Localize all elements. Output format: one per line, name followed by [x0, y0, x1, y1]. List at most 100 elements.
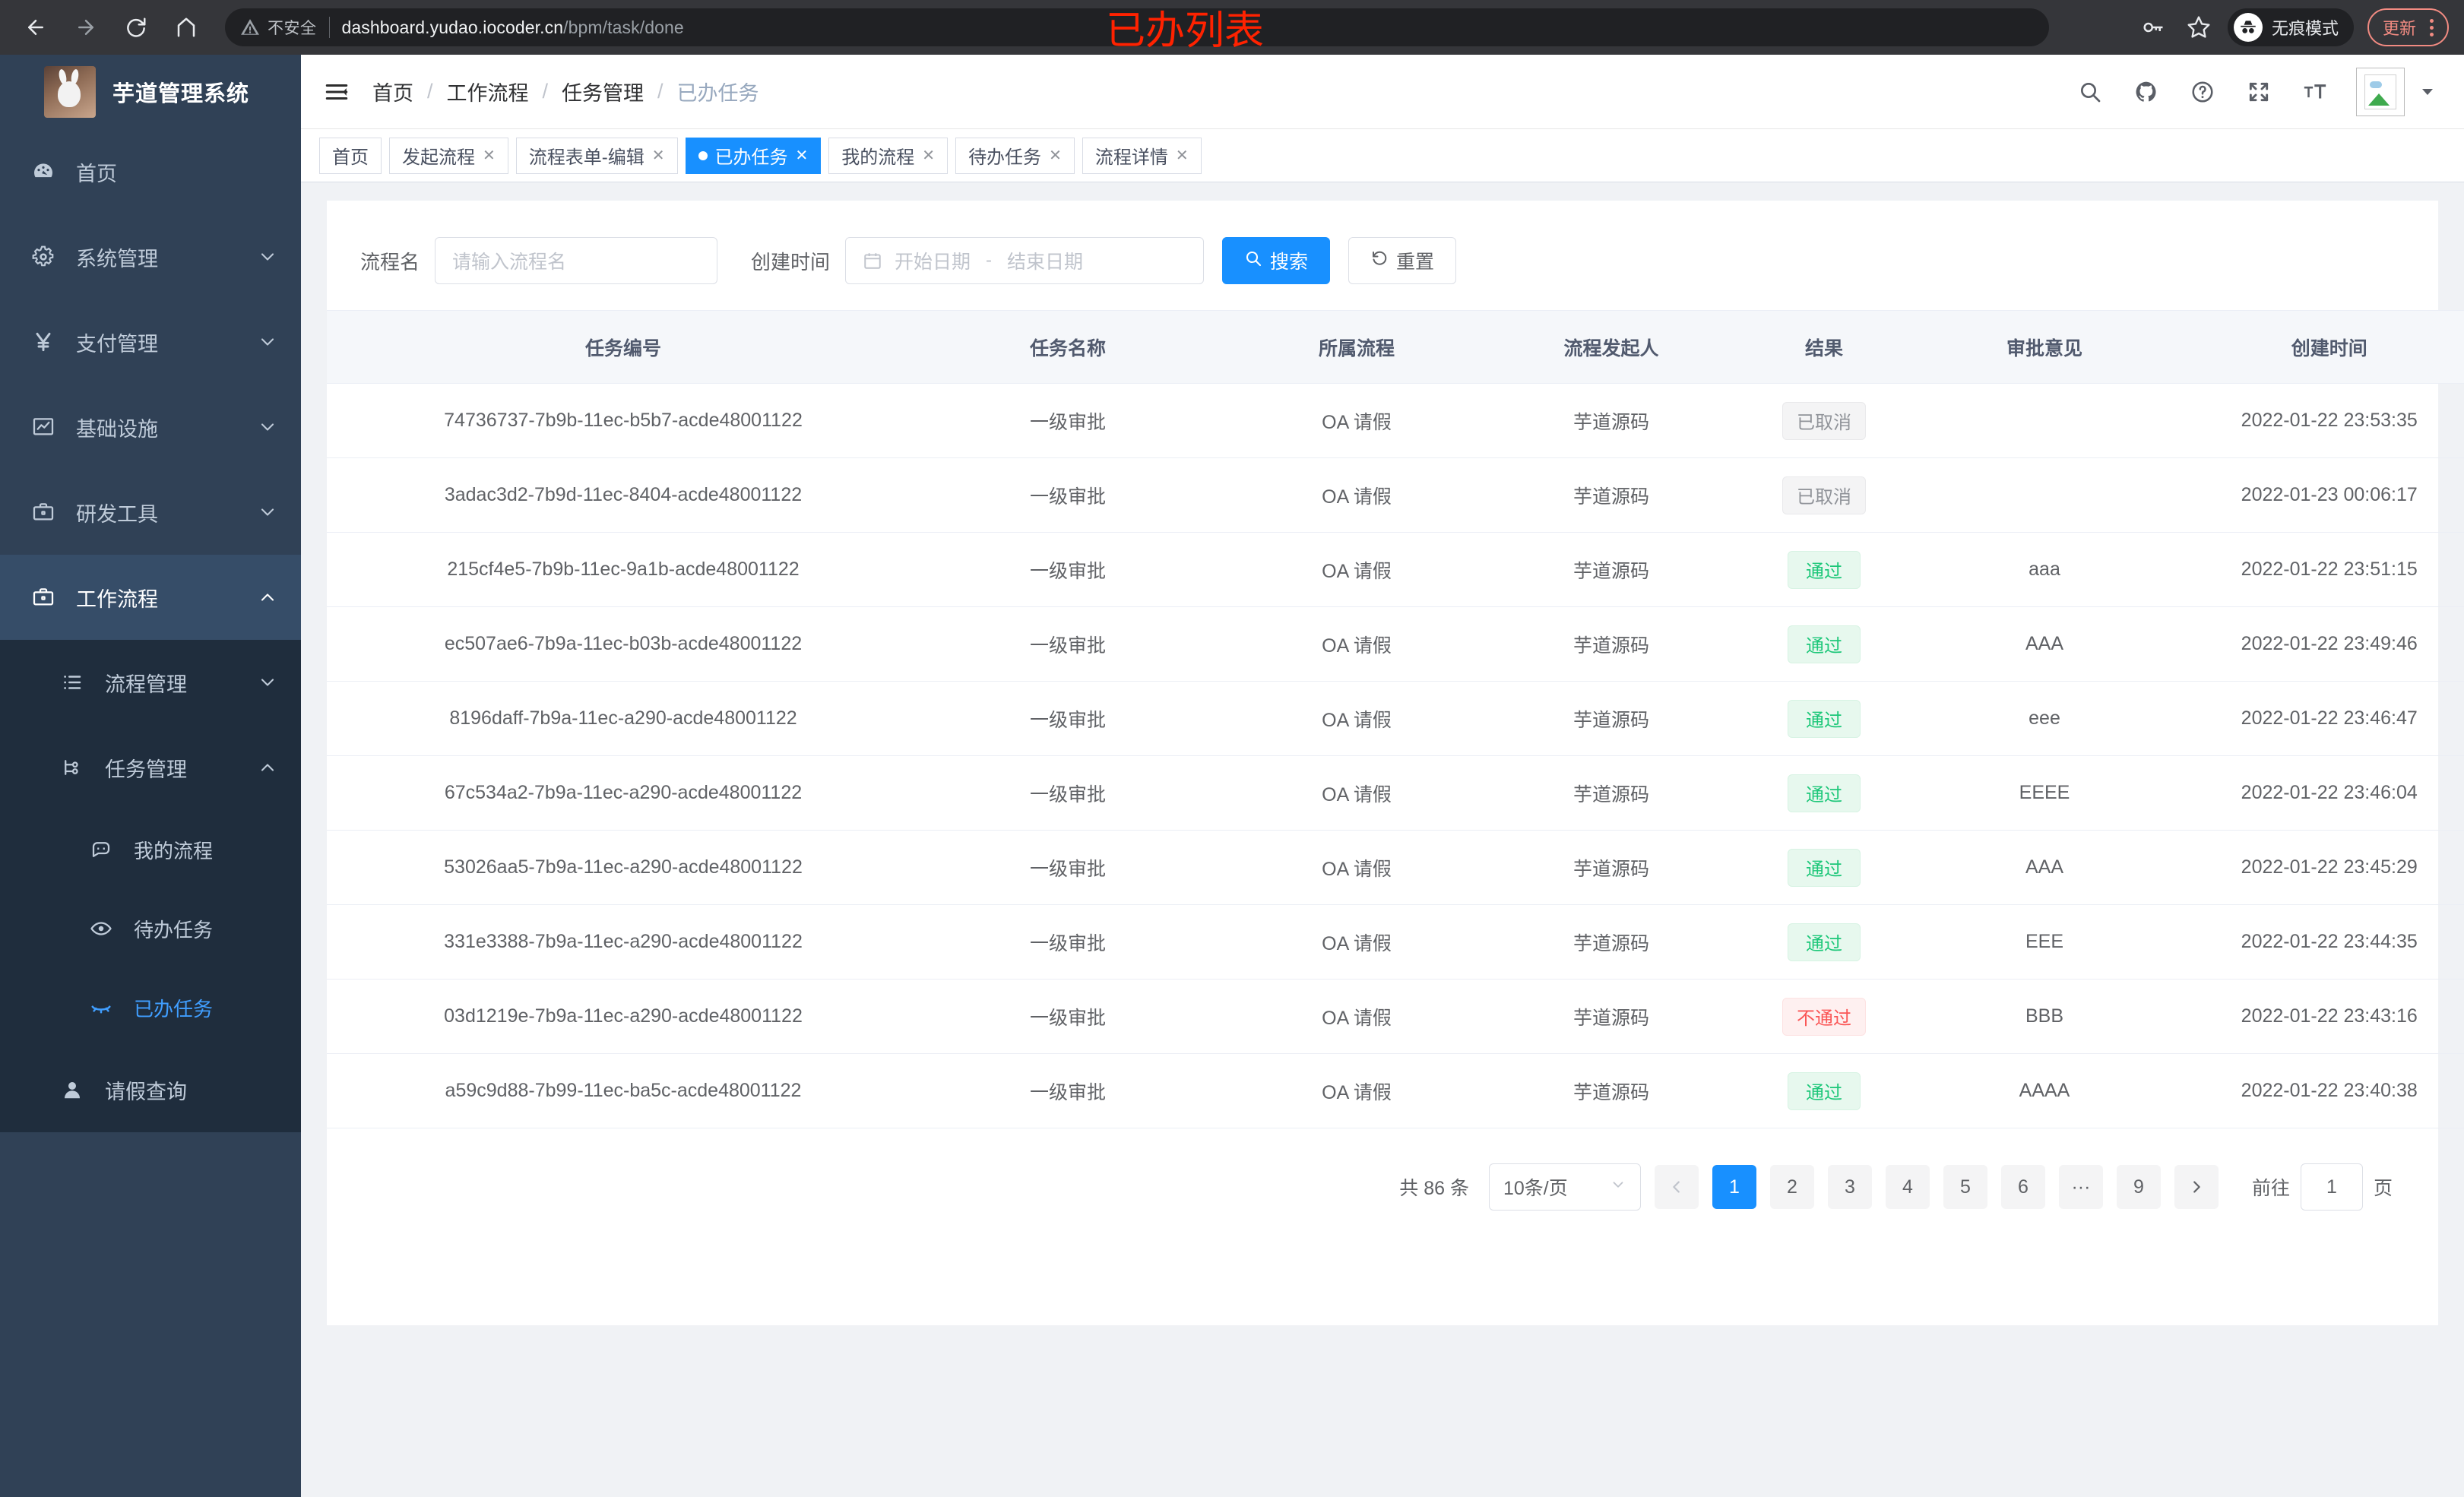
cell-created-time: 2022-01-22 23:45:29: [2166, 830, 2464, 905]
chevron-right-icon: [2193, 1181, 2200, 1193]
update-button[interactable]: 更新: [2367, 8, 2449, 46]
process-name-placeholder: 请输入流程名: [452, 252, 567, 273]
sidebar-item-done-task[interactable]: 已办任务: [0, 968, 301, 1047]
search-icon[interactable]: [2075, 77, 2105, 107]
yuan-icon: [27, 330, 59, 354]
sidebar-item-label: 首页: [76, 162, 117, 185]
pagination-page-5[interactable]: 5: [1943, 1165, 1987, 1209]
tab-close-icon[interactable]: ✕: [483, 147, 496, 164]
pagination-prev-button[interactable]: [1654, 1165, 1699, 1209]
tab-my-process[interactable]: 我的流程 ✕: [828, 137, 949, 174]
cell-created-time: 2022-01-22 23:49:46: [2166, 606, 2464, 682]
help-icon[interactable]: [2187, 77, 2218, 107]
cell-initiator: 芋道源码: [1497, 830, 1725, 905]
search-button[interactable]: 搜索: [1222, 237, 1331, 284]
cell-task-id: a59c9d88-7b99-11ec-ba5c-acde48001122: [327, 1053, 920, 1128]
breadcrumb-item-done-task: 已办任务: [676, 82, 759, 105]
cell-result: 通过: [1725, 1053, 1923, 1128]
user-icon: [56, 1078, 88, 1101]
forward-button[interactable]: [64, 5, 108, 49]
pagination-next-button[interactable]: [2174, 1165, 2219, 1209]
cell-process: OA 请假: [1216, 606, 1497, 682]
pagination-page-4[interactable]: 4: [1885, 1165, 1930, 1209]
pagination-page-9[interactable]: 9: [2116, 1165, 2161, 1209]
sidebar-item-process-management[interactable]: 流程管理: [0, 640, 301, 725]
eye-closed-icon: [85, 996, 117, 1019]
breadcrumb-item-task-management[interactable]: 任务管理: [562, 82, 645, 105]
sidebar-item-todo-task[interactable]: 待办任务: [0, 889, 301, 968]
tab-todo-task[interactable]: 待办任务 ✕: [955, 137, 1075, 174]
goto-page-input[interactable]: 1: [2300, 1163, 2363, 1211]
sidebar-item-leave-query[interactable]: 请假查询: [0, 1047, 301, 1132]
column-header-created-time: 创建时间: [2166, 310, 2464, 384]
breadcrumb-item-home[interactable]: 首页: [372, 82, 413, 105]
address-bar[interactable]: 不安全 dashboard.yudao.iocoder.cn/bpm/task/…: [225, 8, 2049, 46]
tab-process-detail[interactable]: 流程详情 ✕: [1082, 137, 1202, 174]
tab-label: 首页: [332, 147, 369, 168]
pagination-page-2[interactable]: 2: [1769, 1165, 1814, 1209]
pagination-page-1[interactable]: 1: [1712, 1165, 1756, 1209]
sidebar-item-payment[interactable]: 支付管理: [0, 299, 301, 385]
breadcrumb-separator: /: [542, 80, 549, 103]
tab-close-icon[interactable]: ✕: [1049, 147, 1062, 164]
sidebar-item-workflow[interactable]: 工作流程: [0, 555, 301, 640]
tab-close-icon[interactable]: ✕: [795, 147, 809, 164]
tab-close-icon[interactable]: ✕: [651, 147, 665, 164]
page-size-select[interactable]: 10条/页: [1488, 1163, 1641, 1211]
reset-button[interactable]: 重置: [1348, 237, 1457, 284]
font-size-icon[interactable]: [2300, 77, 2330, 107]
sidebar-item-home[interactable]: 首页: [0, 129, 301, 214]
tab-done-task[interactable]: 已办任务 ✕: [685, 137, 822, 174]
sidebar-item-task-management[interactable]: 任务管理: [0, 725, 301, 810]
column-header-comment: 审批意见: [1923, 310, 2166, 384]
table-header: 任务编号 任务名称 所属流程 流程发起人 结果 审批意见 创建时间 操作: [327, 310, 2464, 384]
pagination-page-6[interactable]: 6: [2000, 1165, 2045, 1209]
tab-home[interactable]: 首页: [319, 137, 382, 174]
reload-button[interactable]: [114, 5, 158, 49]
done-task-table: 任务编号 任务名称 所属流程 流程发起人 结果 审批意见 创建时间 操作 747…: [327, 310, 2464, 1128]
brand[interactable]: 芋道管理系统: [0, 55, 301, 129]
table-row: 03d1219e-7b9a-11ec-a290-acde48001122 一级审批…: [327, 979, 2464, 1054]
sidebar-item-my-process[interactable]: 我的流程: [0, 810, 301, 889]
incognito-icon: [2233, 13, 2263, 42]
home-button[interactable]: [164, 5, 208, 49]
table-header-row: 任务编号 任务名称 所属流程 流程发起人 结果 审批意见 创建时间 操作: [327, 310, 2464, 384]
sidebar-item-system[interactable]: 系统管理: [0, 214, 301, 299]
back-button[interactable]: [14, 5, 58, 49]
process-name-input[interactable]: 请输入流程名: [435, 237, 718, 284]
briefcase-icon: [27, 500, 59, 524]
chevron-down-icon: [257, 416, 278, 438]
fullscreen-icon[interactable]: [2244, 77, 2274, 107]
bookmark-star-button[interactable]: [2177, 6, 2220, 49]
tab-process-form-edit[interactable]: 流程表单-编辑 ✕: [515, 137, 678, 174]
cell-task-id: 03d1219e-7b9a-11ec-a290-acde48001122: [327, 979, 920, 1054]
tab-close-icon[interactable]: ✕: [1175, 147, 1189, 164]
pagination-jumper: 前往 1 页: [2252, 1163, 2393, 1211]
pagination-page-3[interactable]: 3: [1827, 1165, 1872, 1209]
date-range-picker[interactable]: 开始日期 - 结束日期: [845, 237, 1205, 284]
incognito-indicator[interactable]: 无痕模式: [2227, 8, 2354, 46]
pagination-ellipsis[interactable]: ···: [2058, 1165, 2103, 1209]
chrome-menu-icon[interactable]: [2424, 18, 2440, 36]
cell-initiator: 芋道源码: [1497, 904, 1725, 980]
tab-close-icon[interactable]: ✕: [922, 147, 936, 164]
cell-task-name: 一级审批: [920, 606, 1216, 682]
chevron-down-icon[interactable]: [2418, 83, 2437, 101]
browser-nav-buttons: [0, 5, 208, 49]
hamburger-icon[interactable]: [301, 79, 369, 105]
avatar[interactable]: [2356, 67, 2405, 116]
sidebar-item-infrastructure[interactable]: 基础设施: [0, 385, 301, 470]
url-text: dashboard.yudao.iocoder.cn/bpm/task/done: [342, 17, 684, 38]
tab-start-process[interactable]: 发起流程 ✕: [389, 137, 508, 174]
goto-page-value: 1: [2326, 1176, 2337, 1198]
chevron-up-icon: [257, 587, 278, 608]
tab-label: 我的流程: [841, 147, 915, 168]
tab-active-dot-icon: [698, 150, 708, 160]
cell-task-name: 一级审批: [920, 755, 1216, 831]
github-icon[interactable]: [2131, 77, 2162, 107]
page-size-label: 10条/页: [1503, 1178, 1568, 1199]
breadcrumb-item-workflow[interactable]: 工作流程: [446, 82, 529, 105]
password-key-button[interactable]: [2132, 6, 2174, 49]
sidebar-item-devtools[interactable]: 研发工具: [0, 470, 301, 555]
sidebar-item-label: 基础设施: [76, 417, 158, 441]
